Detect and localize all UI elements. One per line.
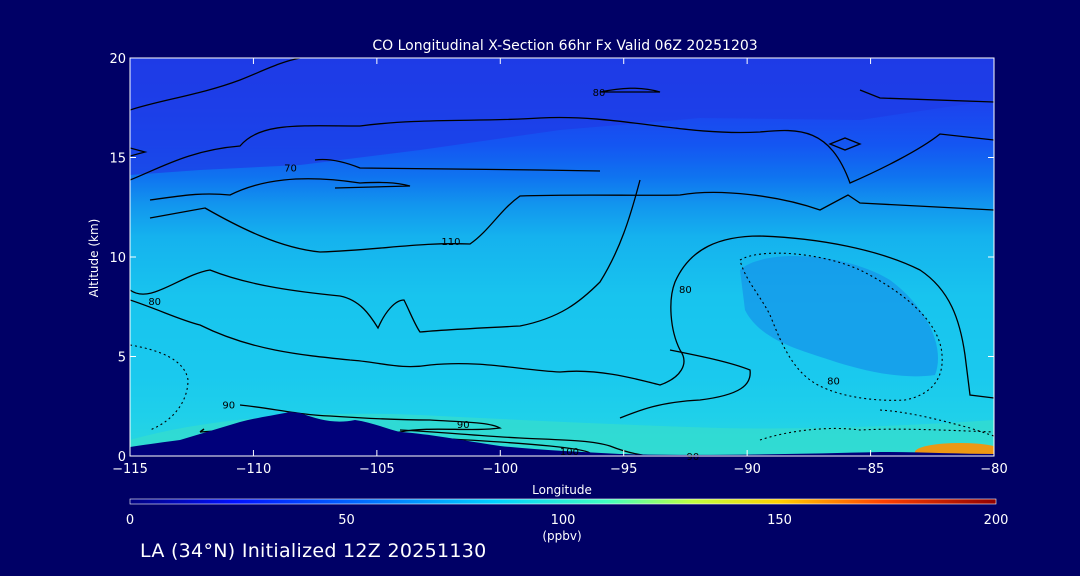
- contour-line: [130, 116, 994, 184]
- contour-line: [599, 87, 661, 93]
- dotted-contour: [879, 409, 994, 437]
- contour-line: [619, 349, 751, 419]
- y-tick-label: 20: [109, 52, 126, 67]
- x-tick-label: −105: [359, 462, 395, 477]
- contour-label: 70: [284, 163, 297, 174]
- y-tick-label: 5: [118, 351, 126, 366]
- colorbar: [129, 498, 997, 505]
- contour-label: 90: [457, 420, 470, 431]
- colorbar-tick-label: 100: [551, 513, 576, 528]
- contour-label: 80: [827, 376, 840, 387]
- chart-title: CO Longitudinal X-Section 66hr Fx Valid …: [372, 38, 757, 54]
- x-tick-label: −80: [980, 462, 1007, 477]
- contour-line: [314, 158, 601, 172]
- contour-line: [149, 191, 994, 253]
- x-axis-label: Longitude: [532, 483, 592, 497]
- terrain-highlight: [199, 428, 205, 433]
- colorbar-ticks: 0 50 100 150 200: [126, 513, 1009, 528]
- contour-label: 80: [593, 88, 606, 99]
- contour-label: 80: [679, 285, 692, 296]
- x-tick-label: −100: [482, 462, 518, 477]
- dotted-contour: [130, 344, 189, 431]
- colorbar-tick-label: 50: [338, 513, 355, 528]
- upper-band-low: [130, 58, 994, 175]
- colorbar-tick-label: 0: [126, 513, 134, 528]
- contour-line: [399, 429, 651, 456]
- contour-label: 90: [686, 452, 699, 463]
- x-tick-label: −85: [857, 462, 884, 477]
- contour-line: [130, 235, 994, 399]
- contour-labels: 80 70 110 80 80 80 90 90 100 90: [148, 88, 840, 463]
- contour-label: 110: [441, 237, 460, 248]
- x-tick-label: −115: [112, 462, 148, 477]
- x-tick-label: −95: [610, 462, 637, 477]
- colorbar-tick-label: 200: [984, 513, 1009, 528]
- dotted-contour: [759, 427, 994, 441]
- contour-line: [828, 137, 862, 151]
- contour-label: 80: [148, 297, 161, 308]
- dotted-contour: [739, 252, 943, 401]
- contour-line: [149, 178, 411, 201]
- y-axis-label: Altitude (km): [87, 219, 101, 298]
- y-tick-label: 15: [109, 152, 126, 167]
- plot-area: [130, 58, 994, 456]
- contour-line: [859, 89, 994, 103]
- x-tick-label: −90: [733, 462, 760, 477]
- colorbar-tick-label: 150: [767, 513, 792, 528]
- contour-line: [130, 58, 301, 111]
- y-tick-label: 10: [109, 251, 126, 266]
- contour-label: 90: [222, 400, 235, 411]
- y-axis: 0 5 10 15 20: [109, 52, 994, 465]
- contour-line: [130, 147, 148, 157]
- contour-label: 100: [560, 447, 579, 458]
- footer-caption: LA (34°N) Initialized 12Z 20251130: [140, 540, 487, 562]
- x-tick-label: −110: [236, 462, 272, 477]
- terrain: [130, 412, 994, 456]
- colorbar-units: (ppbv): [542, 529, 581, 543]
- contour-line: [130, 179, 641, 333]
- surface-core: [915, 443, 994, 456]
- y-tick-label: 0: [118, 450, 126, 465]
- dotted-contours: [130, 252, 994, 441]
- x-axis: −115 −110 −105 −100 −95 −90 −85 −80: [112, 58, 1008, 477]
- contour-line: [429, 437, 593, 456]
